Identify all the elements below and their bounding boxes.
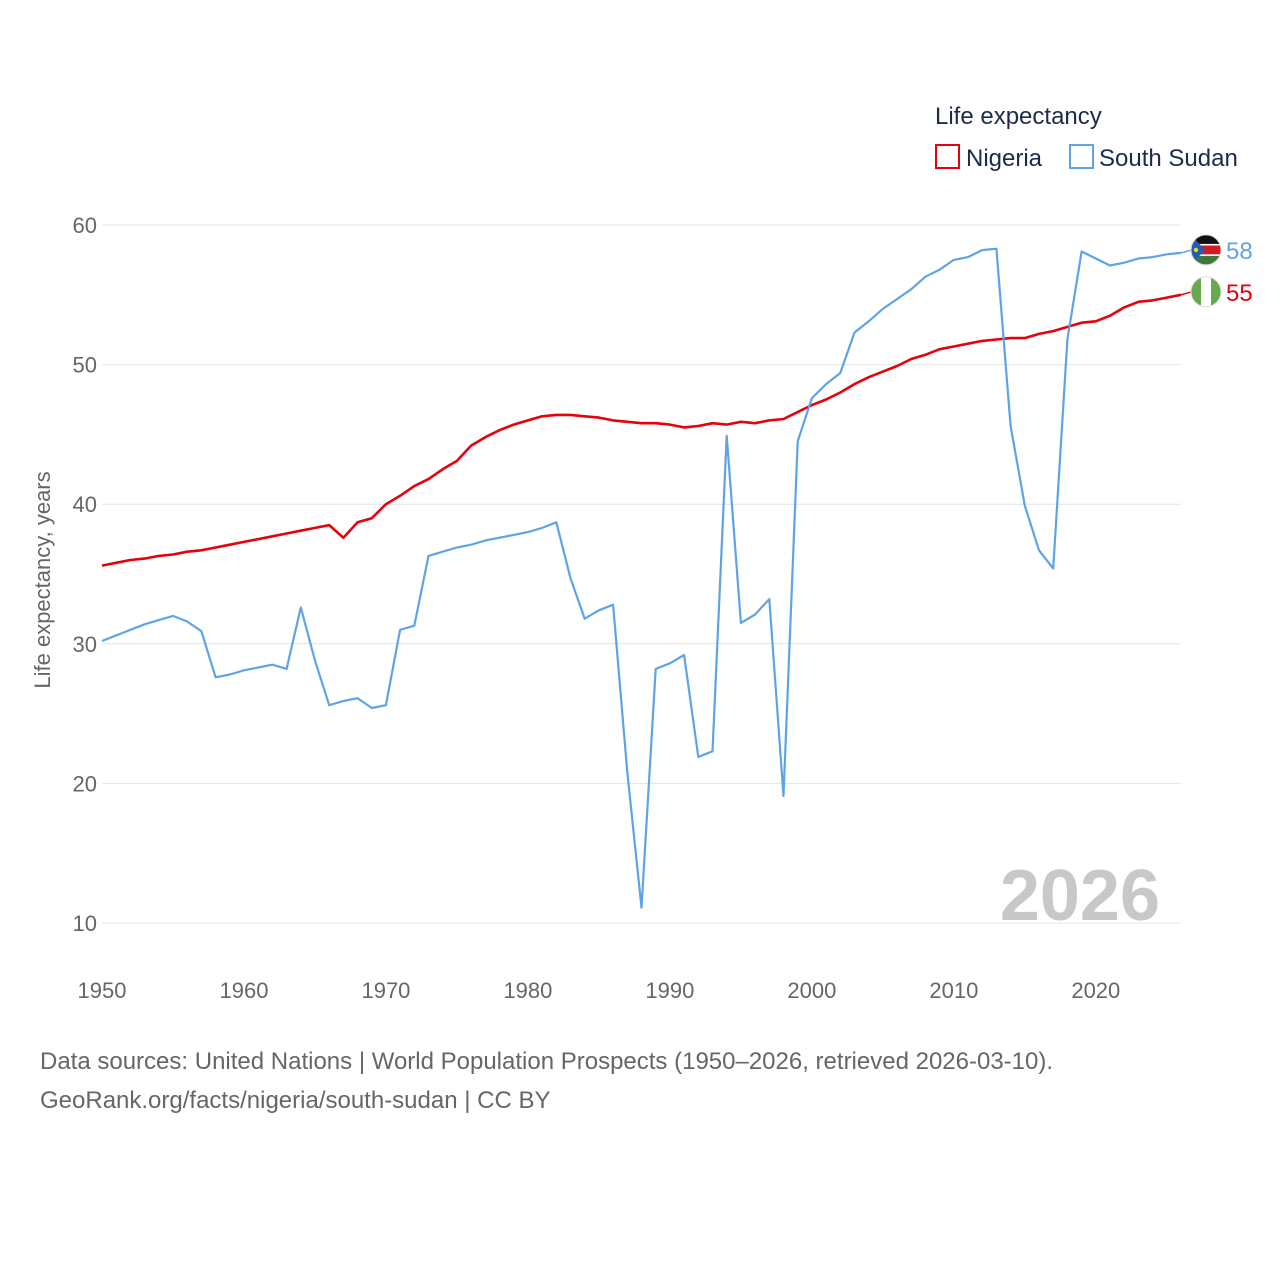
year-watermark: 2026 — [1000, 856, 1160, 936]
x-axis: 1950 1960 1970 1980 1990 2000 2010 2020 — [78, 978, 1121, 1003]
end-value-nigeria: 55 — [1226, 280, 1253, 307]
series-end-labels: 55 58 — [1180, 234, 1253, 308]
nigeria-flag-icon — [1190, 276, 1222, 308]
grid — [102, 224, 1181, 924]
x-tick-label: 1970 — [361, 978, 410, 1003]
y-tick-label: 30 — [73, 632, 97, 657]
y-axis: 10 20 30 40 50 60 — [73, 213, 97, 936]
south-sudan-flag-icon — [1190, 234, 1222, 266]
legend: Life expectancy Nigeria South Sudan — [935, 103, 1238, 172]
legend-label-nigeria[interactable]: Nigeria — [966, 145, 1043, 172]
series-line-nigeria[interactable] — [101, 293, 1182, 567]
y-tick-label: 20 — [73, 771, 97, 796]
source-line-2[interactable]: GeoRank.org/facts/nigeria/south-sudan | … — [40, 1087, 551, 1114]
legend-title: Life expectancy — [935, 103, 1102, 130]
end-value-south-sudan: 58 — [1226, 238, 1253, 265]
source-note: Data sources: United Nations | World Pop… — [40, 1042, 1240, 1120]
y-tick-label: 40 — [73, 492, 97, 517]
x-tick-label: 1950 — [78, 978, 127, 1003]
end-connector-south-sudan — [1180, 249, 1193, 254]
series-line-south-sudan[interactable] — [101, 247, 1182, 909]
x-tick-label: 2000 — [787, 978, 836, 1003]
x-tick-label: 2010 — [929, 978, 978, 1003]
x-tick-label: 2020 — [1071, 978, 1120, 1003]
source-line-1: Data sources: United Nations | World Pop… — [40, 1048, 1054, 1075]
y-tick-label: 50 — [73, 353, 97, 378]
legend-label-south-sudan[interactable]: South Sudan — [1099, 145, 1238, 172]
y-tick-label: 10 — [73, 911, 97, 936]
y-tick-label: 60 — [73, 213, 97, 238]
y-axis-title: Life expectancy, years — [30, 471, 55, 688]
end-connector-nigeria — [1180, 291, 1193, 296]
life-expectancy-chart: 10 20 30 40 50 60 1950 1960 1970 1980 1990 2000 201… — [30, 103, 1253, 1003]
x-tick-label: 1960 — [219, 978, 268, 1003]
x-tick-label: 1990 — [645, 978, 694, 1003]
x-tick-label: 1980 — [503, 978, 552, 1003]
legend-swatch-nigeria[interactable] — [935, 144, 960, 169]
series-lines — [101, 247, 1182, 909]
legend-swatch-south-sudan[interactable] — [1069, 144, 1094, 169]
